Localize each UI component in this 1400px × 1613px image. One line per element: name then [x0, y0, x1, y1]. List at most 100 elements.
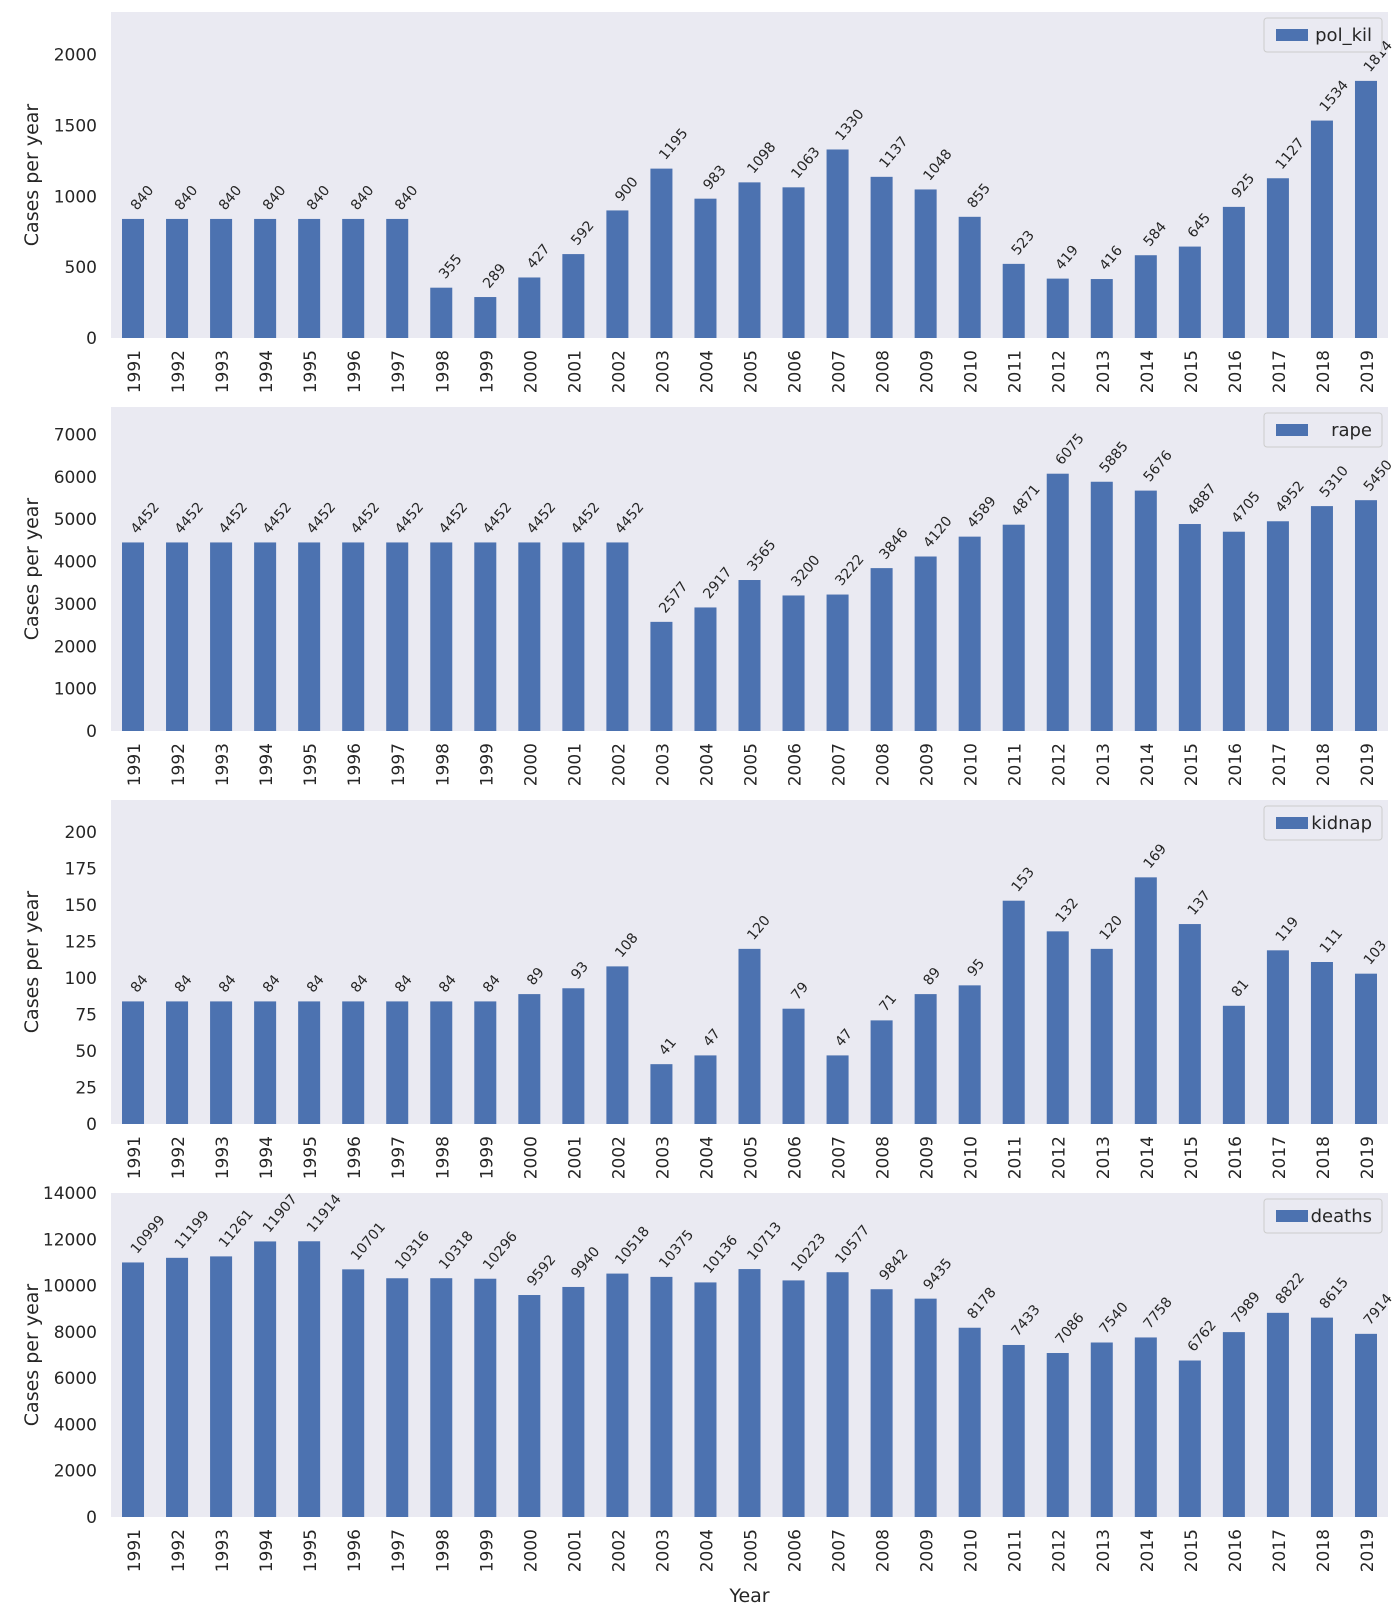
legend: deaths: [1263, 1198, 1383, 1234]
y-tick-label: 8000: [54, 1323, 97, 1343]
x-tick-label: 1998: [433, 1529, 453, 1572]
bar: [1266, 178, 1289, 338]
bar: [122, 1262, 145, 1517]
bar: [1090, 481, 1113, 731]
legend: rape: [1263, 412, 1383, 448]
x-tick-label: 1998: [433, 350, 453, 393]
x-tick-label: 2014: [1138, 1529, 1158, 1572]
bar: [1090, 948, 1113, 1124]
x-tick-label: 2012: [1050, 350, 1070, 393]
x-tick-label: 1997: [389, 743, 409, 786]
y-tick-label: 7000: [54, 426, 97, 446]
legend: kidnap: [1263, 805, 1383, 841]
x-tick-label: 1993: [213, 1529, 233, 1572]
y-tick-label: 2000: [54, 637, 97, 657]
y-tick-label: 2000: [54, 46, 97, 66]
bar: [386, 542, 409, 731]
x-tick-label: 2001: [565, 350, 585, 393]
x-tick-label: 2015: [1182, 350, 1202, 393]
bar: [1090, 279, 1113, 338]
legend-swatch: [1276, 1210, 1308, 1222]
x-tick-label: 2013: [1094, 743, 1114, 786]
bar: [474, 1001, 497, 1124]
bar: [430, 1278, 453, 1517]
bar: [914, 556, 937, 731]
bar: [430, 542, 453, 731]
bar: [254, 1001, 277, 1124]
y-tick-label: 125: [65, 933, 97, 953]
bar: [166, 1001, 189, 1124]
x-tick-label: 2010: [962, 350, 982, 393]
bar: [1134, 255, 1157, 338]
y-tick-label: 3000: [54, 595, 97, 615]
bar: [1178, 1360, 1201, 1517]
bar: [606, 542, 629, 731]
legend-swatch: [1276, 817, 1308, 829]
bar: [166, 542, 189, 731]
x-tick-label: 2000: [521, 1529, 541, 1572]
bar: [562, 254, 585, 338]
x-tick-label: 1994: [257, 350, 277, 393]
bar: [1178, 524, 1201, 731]
bar: [1266, 1312, 1289, 1517]
y-tick-label: 150: [65, 896, 97, 916]
bar: [518, 542, 541, 731]
x-tick-label: 2005: [742, 1136, 762, 1179]
y-tick-label: 14000: [43, 1184, 97, 1204]
x-tick-label: 2009: [918, 350, 938, 393]
x-tick-label: 1995: [301, 1529, 321, 1572]
x-axis-label: Year: [728, 1585, 769, 1607]
y-axis-label: Cases per year: [21, 498, 43, 641]
x-tick-label: 2018: [1314, 1529, 1334, 1572]
x-tick-label: 2010: [962, 1529, 982, 1572]
legend: pol_kil: [1263, 17, 1383, 53]
bar: [1266, 521, 1289, 731]
y-tick-label: 1500: [54, 116, 97, 136]
bar: [518, 1295, 541, 1517]
bar: [958, 216, 981, 338]
legend-label: kidnap: [1311, 813, 1372, 834]
x-tick-label: 2003: [653, 743, 673, 786]
x-tick-label: 2012: [1050, 1136, 1070, 1179]
x-tick-label: 2009: [918, 743, 938, 786]
x-tick-label: 2017: [1270, 1136, 1290, 1179]
x-tick-label: 2017: [1270, 350, 1290, 393]
x-tick-label: 2005: [742, 1529, 762, 1572]
x-tick-label: 2008: [874, 1529, 894, 1572]
bar: [1310, 120, 1333, 338]
x-tick-label: 2009: [918, 1529, 938, 1572]
bar: [738, 182, 761, 338]
x-tick-label: 2004: [697, 1136, 717, 1179]
bar: [210, 542, 233, 731]
x-tick-label: 2004: [697, 1529, 717, 1572]
x-tick-label: 2018: [1314, 350, 1334, 393]
y-tick-label: 50: [75, 1042, 97, 1062]
x-tick-label: 2001: [565, 1136, 585, 1179]
x-tick-label: 2019: [1358, 1136, 1378, 1179]
bar: [606, 210, 629, 338]
bar: [1134, 1337, 1157, 1517]
bar: [650, 1064, 673, 1124]
x-tick-label: 2005: [742, 743, 762, 786]
x-tick-label: 1992: [169, 1529, 189, 1572]
x-tick-label: 2017: [1270, 1529, 1290, 1572]
x-tick-label: 1999: [477, 350, 497, 393]
x-tick-label: 1995: [301, 743, 321, 786]
y-tick-label: 5000: [54, 510, 97, 530]
y-tick-label: 500: [65, 258, 97, 278]
x-tick-label: 2010: [962, 1136, 982, 1179]
bar: [782, 1008, 805, 1124]
bar: [518, 277, 541, 338]
x-tick-label: 1994: [257, 743, 277, 786]
legend-box: [1263, 1198, 1383, 1234]
bar: [1134, 877, 1157, 1124]
x-tick-label: 2019: [1358, 743, 1378, 786]
bar: [254, 218, 277, 338]
x-tick-label: 2011: [1006, 1529, 1026, 1572]
x-tick-label: 2015: [1182, 1136, 1202, 1179]
y-tick-label: 10000: [43, 1277, 97, 1297]
bar: [1354, 500, 1377, 731]
x-tick-label: 2011: [1006, 1136, 1026, 1179]
bar: [826, 1272, 849, 1517]
bar: [870, 176, 893, 338]
